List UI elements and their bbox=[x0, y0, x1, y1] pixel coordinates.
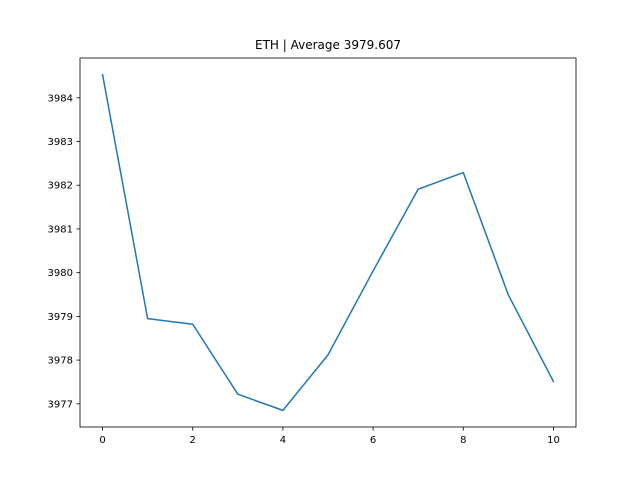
y-tick-label: 3979 bbox=[48, 312, 73, 323]
y-tick-label: 3978 bbox=[48, 356, 73, 367]
plot-frame bbox=[79, 57, 577, 428]
x-tick-label: 0 bbox=[99, 435, 105, 446]
x-axis: 0 2 4 6 8 10 bbox=[99, 427, 560, 446]
chart-title: ETH | Average 3979.607 bbox=[255, 38, 401, 52]
series-layer bbox=[101, 73, 555, 412]
y-tick-label: 3977 bbox=[48, 399, 73, 410]
y-tick-label: 3981 bbox=[48, 224, 73, 235]
y-tick-label: 3983 bbox=[48, 137, 73, 148]
x-tick-label: 10 bbox=[547, 435, 560, 446]
y-tick-label: 3980 bbox=[48, 268, 73, 279]
x-tick-label: 2 bbox=[190, 435, 196, 446]
y-tick-label: 3984 bbox=[48, 93, 73, 104]
x-tick-label: 8 bbox=[460, 435, 466, 446]
x-tick-label: 6 bbox=[370, 435, 376, 446]
x-tick-label: 4 bbox=[280, 435, 286, 446]
y-axis: 3977 3978 3979 3980 3981 3982 3983 3984 bbox=[48, 93, 80, 410]
series-line-0 bbox=[101, 73, 555, 412]
y-tick-label: 3982 bbox=[48, 181, 73, 192]
